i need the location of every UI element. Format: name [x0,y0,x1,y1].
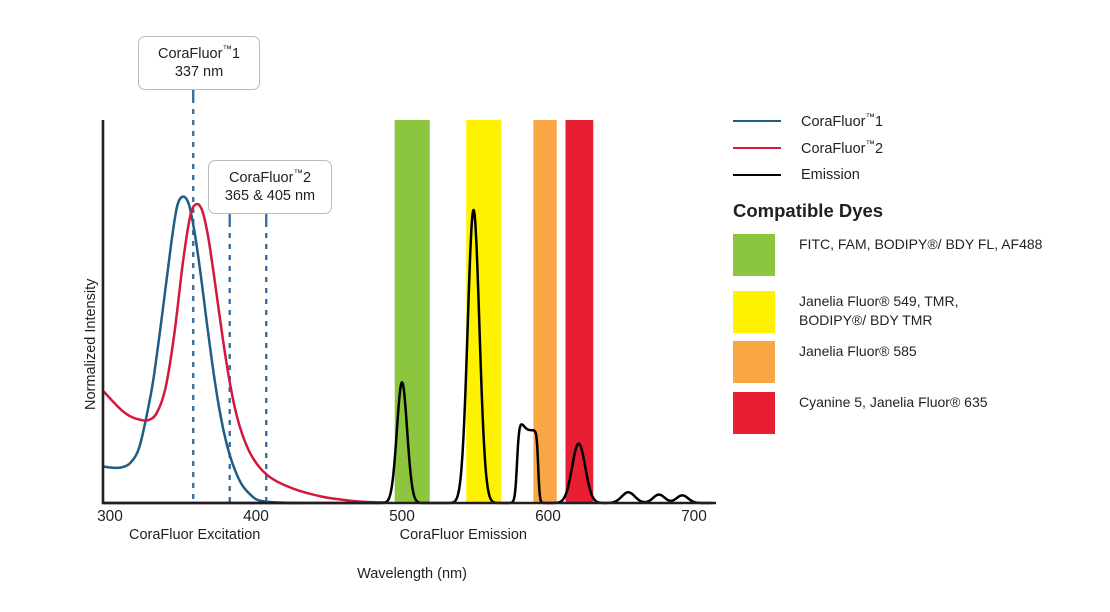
dye-color-swatch-0 [733,234,775,276]
callout-corafluor2: CoraFluor™2 365 & 405 nm [208,160,332,215]
region-label-0: CoraFluor Excitation [129,527,261,543]
emission-band-2 [533,120,557,503]
callout-corafluor1: CoraFluor™1 337 nm [138,36,260,91]
trademark-mark: ™ [865,112,875,124]
dye-color-swatch-3 [733,392,775,434]
y-axis-title: Normalized Intensity [83,278,99,410]
region-label-1: CoraFluor Emission [399,527,527,543]
legend-panel: CoraFluor™1 CoraFluor™2 Emission Compatibl… [729,0,1110,612]
legend-series-row-0[interactable]: CoraFluor™1 [733,112,883,130]
x-tick-500: 500 [389,508,415,525]
emission-band-3 [565,120,594,503]
legend-series-label-0: CoraFluor™1 [801,112,884,130]
legend-line-swatch-2 [733,174,781,176]
x-tick-700: 700 [681,508,707,525]
chart-area: 300 400 500 600 700 CoraFluor Excitation Cora… [83,36,716,582]
dye-row-0[interactable]: FITC, FAM, BODIPY®/ BDY FL, AF488 [733,234,1042,276]
dye-label-3: Cyanine 5, Janelia Fluor® 635 [799,394,988,410]
excitation-curve-0 [102,195,302,505]
x-tick-400: 400 [243,508,269,525]
dye-row-3[interactable]: Cyanine 5, Janelia Fluor® 635 [733,392,988,434]
dye-color-swatch-1 [733,291,775,333]
trademark-mark: ™ [865,139,875,151]
dye-row-1[interactable]: Janelia Fluor® 549, TMR, BODIPY®/ BDY TMR [733,291,958,333]
excitation-curve-1 [102,202,389,504]
legend-series-label-2: Emission [801,167,860,183]
legend-series-label-1: CoraFluor™2 [801,139,884,157]
x-tick-300: 300 [97,508,123,525]
plot-axes [101,120,716,505]
dye-label-1: Janelia Fluor® 549, TMR, BODIPY®/ BDY TMR [799,293,959,328]
compatible-dyes-heading: Compatible Dyes [733,200,884,221]
x-tick-600: 600 [535,508,561,525]
dye-color-swatch-2 [733,341,775,383]
legend-line-swatch-1 [733,147,781,149]
dye-label-2: Janelia Fluor® 585 [799,343,917,359]
x-axis-title: Wavelength (nm) [357,566,467,582]
legend-series-row-2[interactable]: Emission [733,166,860,184]
legend-line-swatch-0 [733,120,781,122]
spectra-plot [101,90,716,505]
emission-band-0 [394,120,430,503]
dye-label-0: FITC, FAM, BODIPY®/ BDY FL, AF488 [799,236,1043,252]
dye-row-2[interactable]: Janelia Fluor® 585 [733,341,917,383]
legend-series-row-1[interactable]: CoraFluor™2 [733,139,883,157]
